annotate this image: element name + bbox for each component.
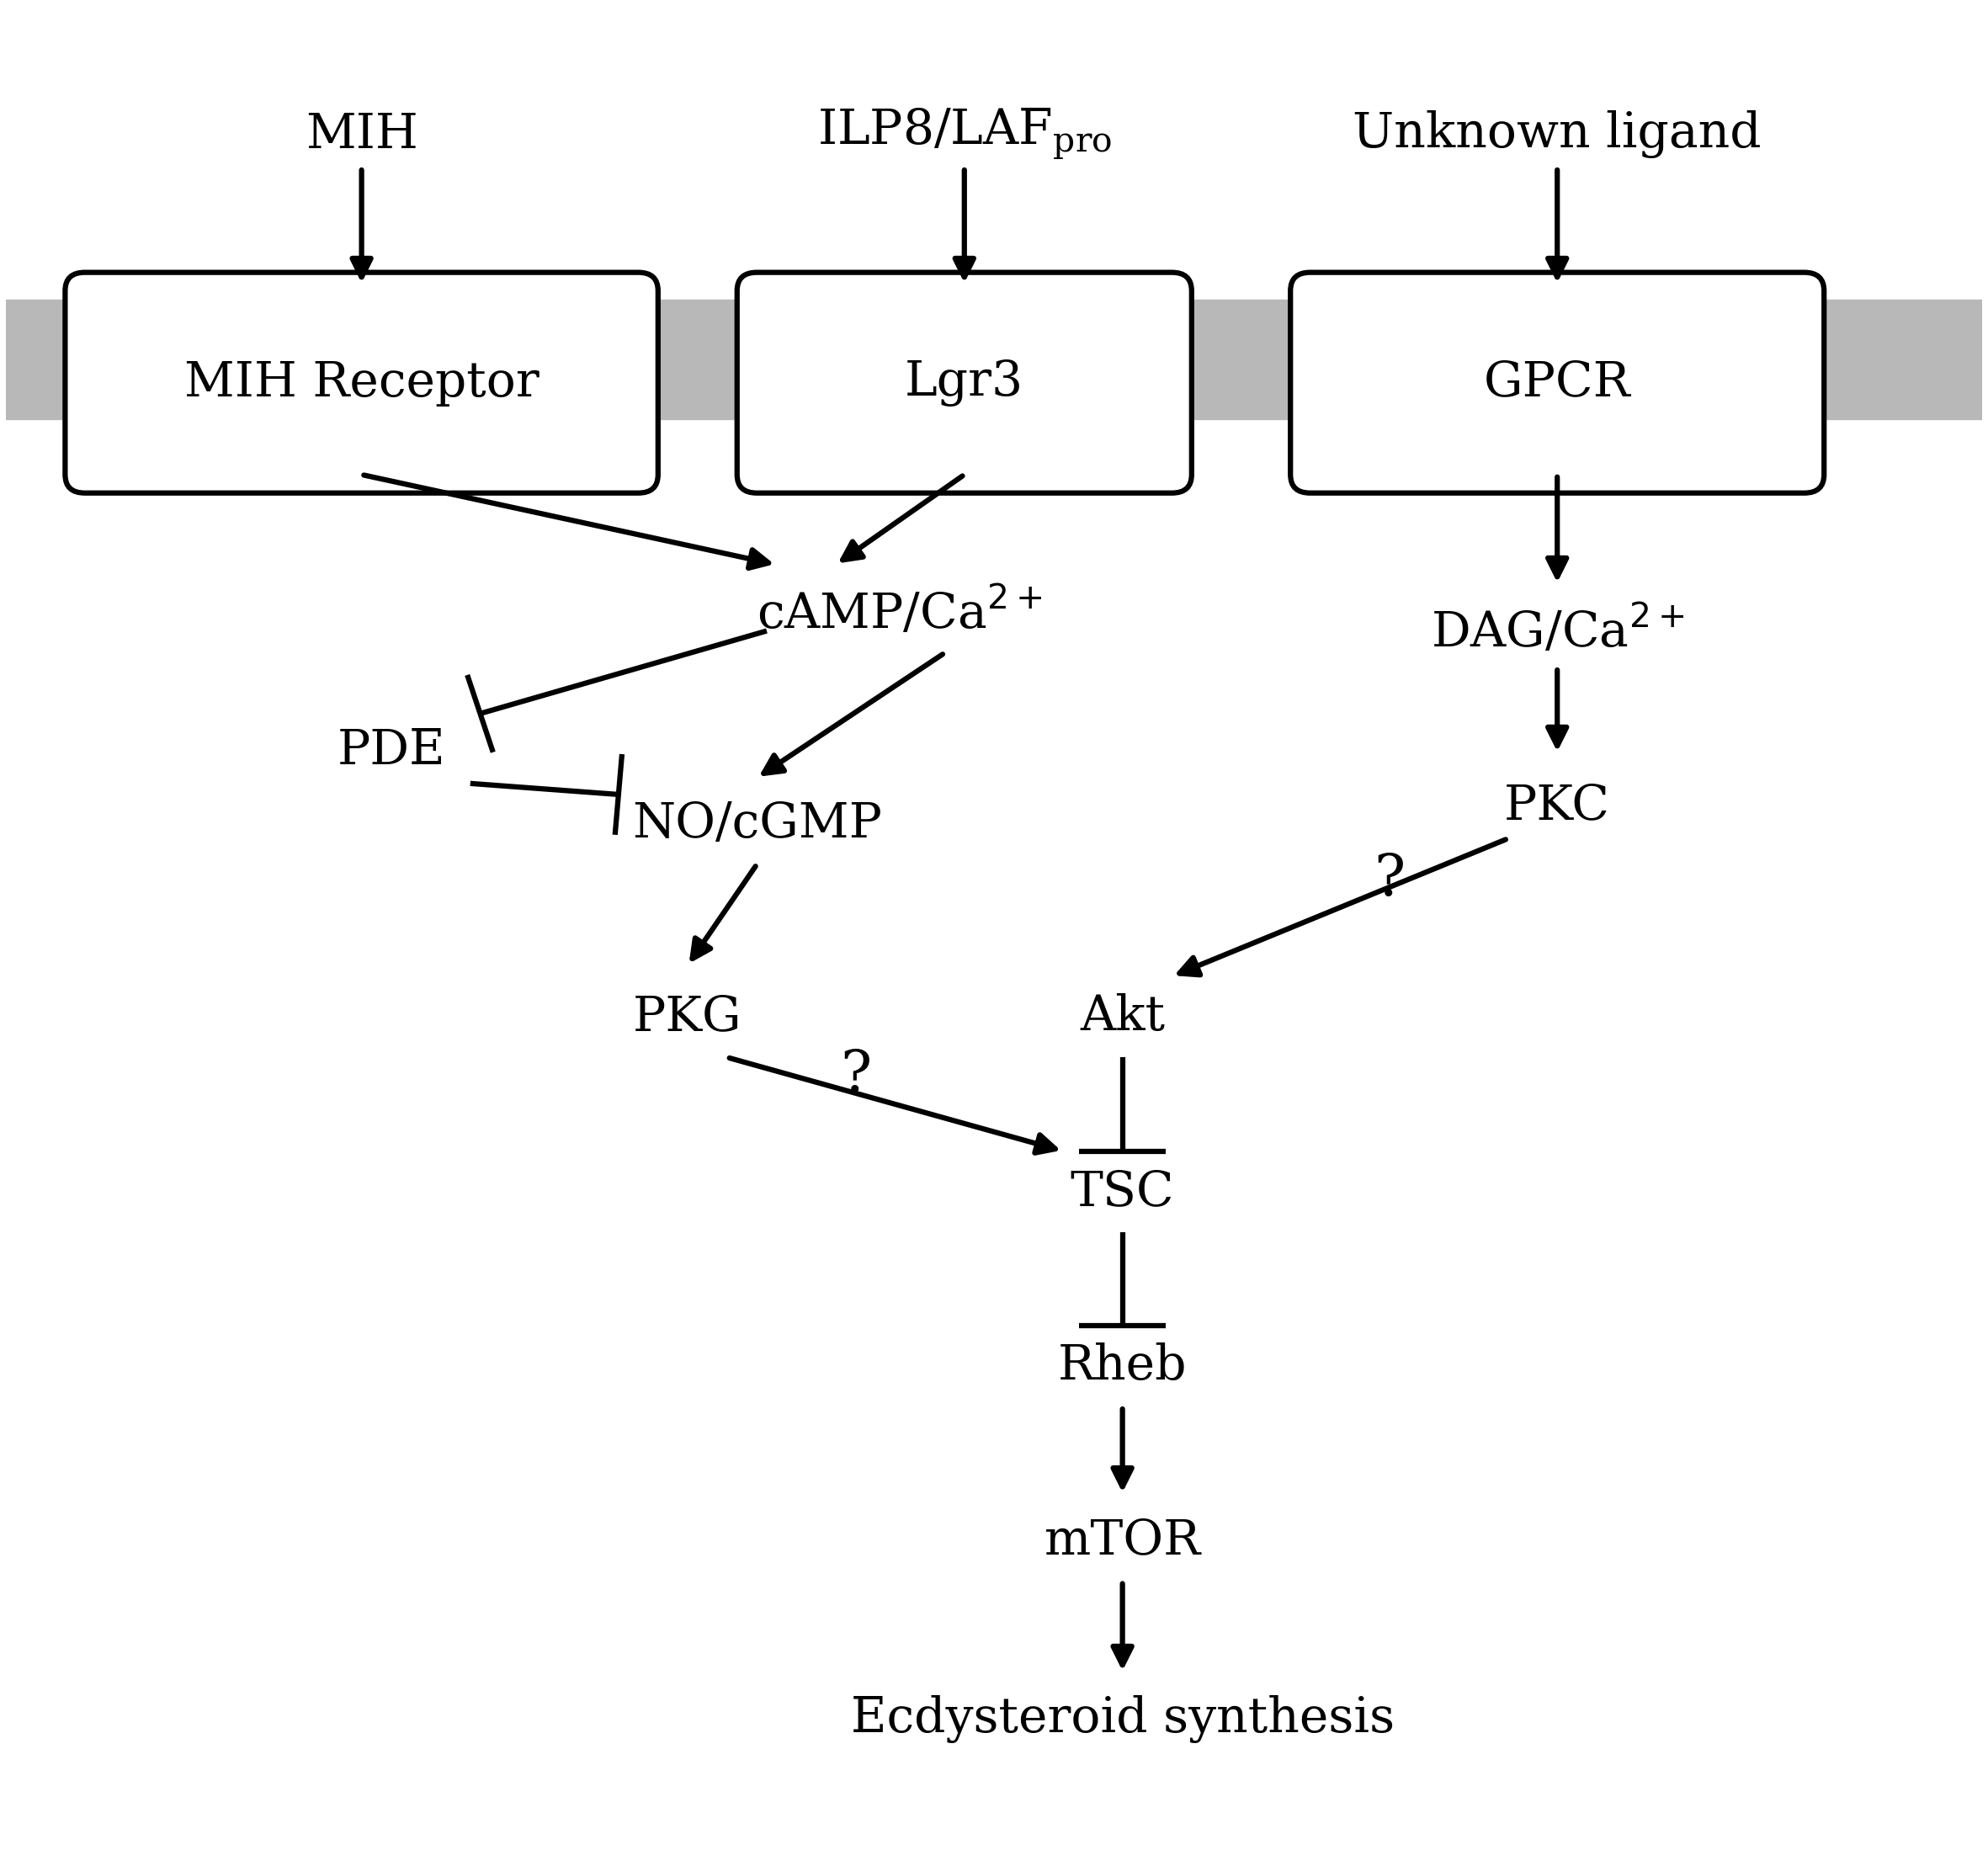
FancyBboxPatch shape [66, 272, 658, 492]
Text: PKC: PKC [1505, 783, 1610, 829]
Text: MIH Receptor: MIH Receptor [185, 359, 539, 407]
Text: cAMP/Ca$^{2+}$: cAMP/Ca$^{2+}$ [757, 586, 1042, 638]
FancyBboxPatch shape [1290, 272, 1825, 492]
Text: ILP8/LAF$_{\mathregular{pro}}$: ILP8/LAF$_{\mathregular{pro}}$ [817, 107, 1111, 163]
Text: ?: ? [841, 1049, 871, 1104]
Text: GPCR: GPCR [1483, 359, 1630, 407]
Text: ?: ? [1374, 853, 1406, 908]
Text: PDE: PDE [338, 727, 445, 773]
Text: DAG/Ca$^{2+}$: DAG/Ca$^{2+}$ [1431, 605, 1684, 657]
Text: Lgr3: Lgr3 [905, 359, 1024, 407]
Text: PKG: PKG [632, 993, 742, 1040]
Text: MIH: MIH [306, 111, 417, 157]
FancyBboxPatch shape [738, 272, 1191, 492]
Text: NO/cGMP: NO/cGMP [632, 801, 883, 847]
Text: Akt: Akt [1079, 993, 1165, 1040]
Text: Unknown ligand: Unknown ligand [1354, 111, 1761, 159]
Text: mTOR: mTOR [1044, 1517, 1201, 1565]
Text: Ecdysteroid synthesis: Ecdysteroid synthesis [851, 1695, 1394, 1743]
Text: Rheb: Rheb [1058, 1343, 1187, 1389]
Text: TSC: TSC [1070, 1167, 1175, 1215]
Bar [6, 300, 1982, 420]
